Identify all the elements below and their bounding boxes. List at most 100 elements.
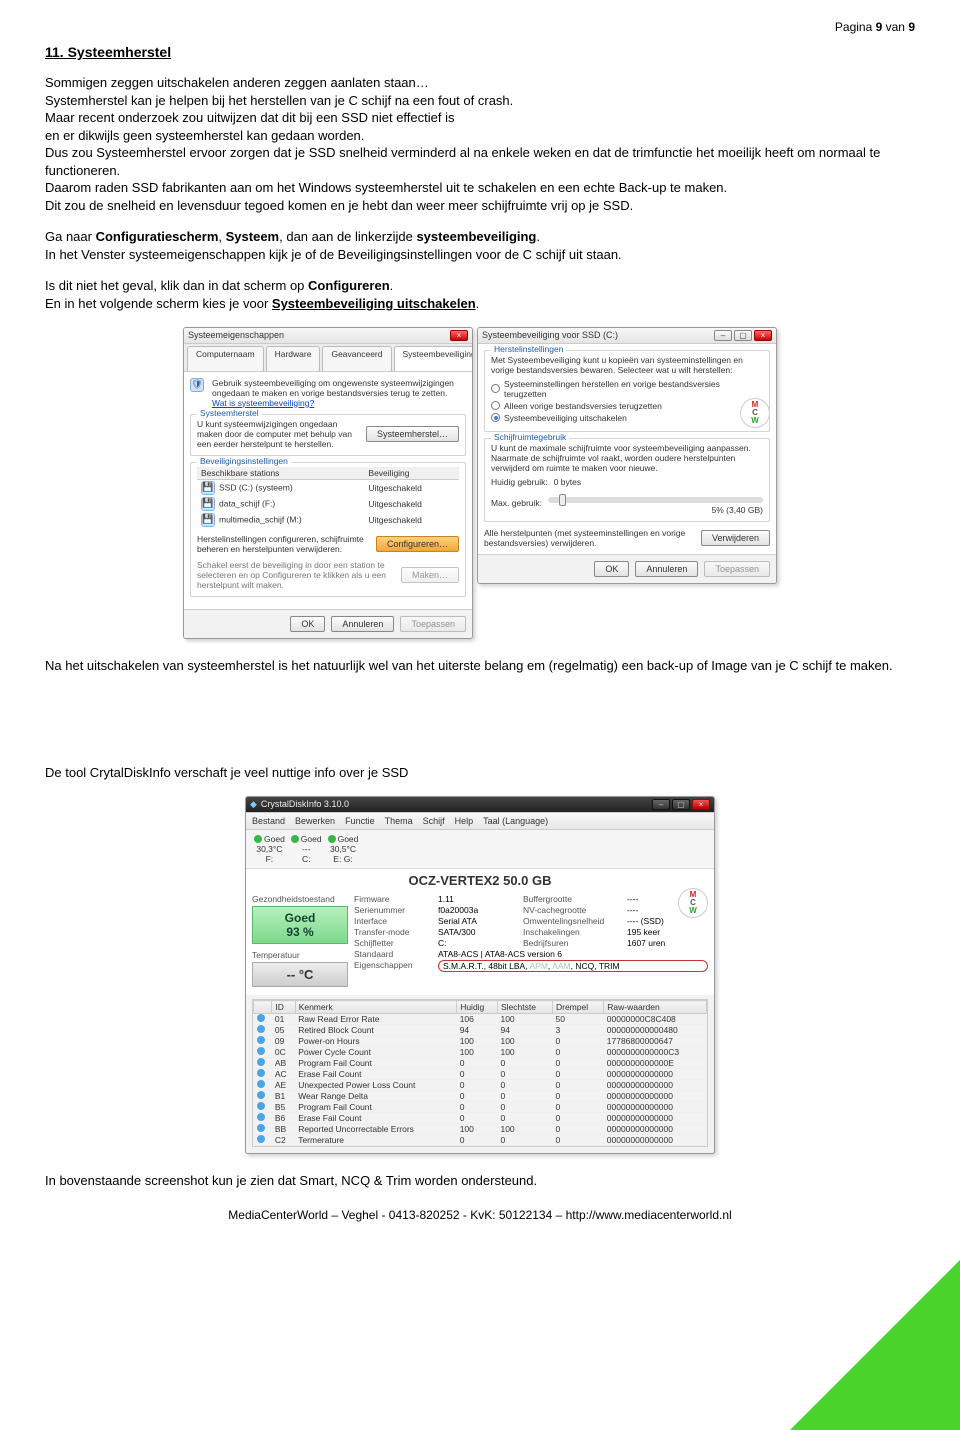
- menu-item[interactable]: Bestand: [252, 816, 285, 826]
- configureren-button[interactable]: Configureren…: [376, 536, 459, 552]
- drive-icon: 💾: [201, 513, 215, 527]
- group-title-sh: Systeemherstel: [197, 408, 262, 418]
- systeemherstel-button[interactable]: Systeemherstel…: [366, 426, 459, 442]
- cdi-right-panel: Firmware1.11Buffergrootte----Serienummer…: [354, 894, 708, 991]
- status-dot-icon: [257, 1025, 265, 1033]
- attr-col: Huidig: [457, 1001, 498, 1014]
- max-usage-slider[interactable]: [548, 497, 763, 503]
- radio-opt2[interactable]: Alleen vorige bestandsversies terugzette…: [491, 401, 763, 411]
- tab-sysprop[interactable]: Geavanceerd: [322, 346, 391, 371]
- body-para-2: Ga naar Configuratiescherm, Systeem, dan…: [45, 228, 915, 246]
- attr-col: Raw-waarden: [604, 1001, 707, 1014]
- cdi-intro-text: De tool CrytalDiskInfo verschaft je veel…: [45, 764, 915, 782]
- close-icon[interactable]: ×: [450, 330, 468, 341]
- disk-chip[interactable]: Goed30,5°CE: G:: [326, 833, 361, 866]
- annuleren-button[interactable]: Annuleren: [331, 616, 394, 632]
- table-row[interactable]: 💾SSD (C:) (systeem)Uitgeschakeld: [197, 479, 459, 496]
- annuleren-button[interactable]: Annuleren: [635, 561, 698, 577]
- body-para-5: En in het volgende scherm kies je voor S…: [45, 295, 915, 313]
- smart-attributes-panel: IDKenmerkHuidigSlechtsteDrempelRaw-waard…: [252, 999, 708, 1147]
- green-corner-decoration: [790, 1260, 960, 1430]
- table-row: 05Retired Block Count9494300000000000048…: [254, 1025, 707, 1036]
- table-row: B5Program Fail Count00000000000000000: [254, 1102, 707, 1113]
- ok-button[interactable]: OK: [594, 561, 629, 577]
- after-shot1-text: Na het uitschakelen van systeemherstel i…: [45, 657, 915, 675]
- du-intro: U kunt de maximale schijfruimte voor sys…: [491, 443, 763, 473]
- table-row: BBReported Uncorrectable Errors100100000…: [254, 1124, 707, 1135]
- minimize-icon[interactable]: –: [714, 330, 732, 341]
- eigenschappen-box: S.M.A.R.T., 48bit LBA, APM, AAM, NCQ, TR…: [438, 960, 708, 972]
- kv-val: 1607 uren: [627, 938, 708, 948]
- menu-item[interactable]: Schijf: [423, 816, 445, 826]
- tab-sysprop[interactable]: Systeembeveiliging: [394, 346, 474, 371]
- para5-opt: Systeembeveiliging uitschakelen: [272, 296, 476, 311]
- kv-key: Transfer-mode: [354, 927, 434, 937]
- disk-chip[interactable]: Goed---C:: [289, 833, 324, 866]
- kv-key: Eigenschappen: [354, 960, 434, 972]
- menu-item[interactable]: Thema: [385, 816, 413, 826]
- maximize-icon[interactable]: ▢: [734, 330, 752, 341]
- verwijderen-button[interactable]: Verwijderen: [701, 530, 770, 546]
- radio-opt3-label: Systeembeveiliging uitschakelen: [504, 413, 627, 423]
- table-row[interactable]: 💾multimedia_schijf (M:)Uitgeschakeld: [197, 512, 459, 528]
- para2-sys: Systeem: [226, 229, 279, 244]
- ok-button[interactable]: OK: [290, 616, 325, 632]
- attr-col: Kenmerk: [295, 1001, 457, 1014]
- document-footer: MediaCenterWorld – Veghel - 0413-820252 …: [45, 1208, 915, 1222]
- para4-pre: Is dit niet het geval, klik dan in dat s…: [45, 278, 308, 293]
- tabs-sysprop: ComputernaamHardwareGeavanceerdSysteembe…: [184, 344, 472, 372]
- kv-val: SATA/300: [438, 927, 519, 937]
- maken-button: Maken…: [401, 567, 459, 583]
- group-systeemherstel: Systeemherstel U kunt systeemwijzigingen…: [190, 414, 466, 456]
- window-crystaldiskinfo: ◆ CrystalDiskInfo 3.10.0 – ▢ × Bestand Bew…: [245, 796, 715, 1155]
- kv-key: Serienummer: [354, 905, 434, 915]
- title-cdi: CrystalDiskInfo 3.10.0: [261, 799, 349, 809]
- health-label: Gezondheidstoestand: [252, 894, 348, 904]
- closing-text: In bovenstaande screenshot kun je zien d…: [45, 1172, 915, 1190]
- tab-sysprop[interactable]: Computernaam: [187, 346, 264, 371]
- close-icon[interactable]: ×: [692, 799, 710, 810]
- window-systeemeigenschappen: Systeemeigenschappen × ComputernaamHardw…: [183, 327, 473, 639]
- minimize-icon[interactable]: –: [652, 799, 670, 810]
- menu-item[interactable]: Bewerken: [295, 816, 335, 826]
- mk-text: Schakel eerst de beveiliging in door een…: [197, 560, 395, 590]
- menu-item[interactable]: Functie: [345, 816, 375, 826]
- radio-opt1[interactable]: Systeeminstellingen herstellen en vorige…: [491, 379, 763, 399]
- cdi-left-panel: Gezondheidstoestand Goed 93 % Temperatuu…: [252, 894, 348, 991]
- body-para-4: Is dit niet het geval, klik dan in dat s…: [45, 277, 915, 295]
- sysprop-intro-link[interactable]: Wat is systeembeveiliging?: [212, 398, 314, 408]
- menu-item[interactable]: Taal (Language): [483, 816, 548, 826]
- radio-opt3[interactable]: Systeembeveiliging uitschakelen: [491, 413, 763, 423]
- disk-chip[interactable]: Goed30,3°CF:: [252, 833, 287, 866]
- table-row[interactable]: 💾data_schijf (F:)Uitgeschakeld: [197, 496, 459, 512]
- status-dot-icon: [257, 1124, 265, 1132]
- para4-end: .: [390, 278, 394, 293]
- maximize-icon[interactable]: ▢: [672, 799, 690, 810]
- close-icon[interactable]: ×: [754, 330, 772, 341]
- menu-item[interactable]: Help: [455, 816, 474, 826]
- kv-val: 1.11: [438, 894, 519, 904]
- titlebar-sysprot: Systeembeveiliging voor SSD (C:) – ▢ ×: [478, 328, 776, 344]
- kv-key: NV-cachegrootte: [523, 905, 623, 915]
- kv-val: ATA8-ACS | ATA8-ACS version 6: [438, 949, 708, 959]
- status-dot-icon: [257, 1069, 265, 1077]
- crystal-icon: ◆: [250, 799, 257, 809]
- para2-end: .: [536, 229, 540, 244]
- status-dot-icon: [257, 1102, 265, 1110]
- tab-sysprop[interactable]: Hardware: [266, 346, 321, 371]
- table-row: B1Wear Range Delta00000000000000000: [254, 1091, 707, 1102]
- body-para-3: In het Venster systeemeigenschappen kijk…: [45, 246, 915, 264]
- attr-col: Slechtste: [497, 1001, 552, 1014]
- kv-key: Firmware: [354, 894, 434, 904]
- ri-intro: Met Systeembeveiliging kunt u kopieën va…: [491, 355, 763, 375]
- kv-val: f0a20003a: [438, 905, 519, 915]
- kv-key: Omwentelingsnelheid: [523, 916, 623, 926]
- group-herstelinstellingen: Herstelinstellingen Met Systeembeveiligi…: [484, 350, 770, 432]
- table-row: 01Raw Read Error Rate1061005000000000C8C…: [254, 1014, 707, 1025]
- titlebar-sysprop: Systeemeigenschappen ×: [184, 328, 472, 344]
- status-dot-icon: [257, 1091, 265, 1099]
- screenshot-system-protection: Systeemeigenschappen × ComputernaamHardw…: [45, 327, 915, 639]
- radio-opt1-label: Systeeminstellingen herstellen en vorige…: [504, 379, 763, 399]
- kv-key: Interface: [354, 916, 434, 926]
- attr-col: Drempel: [552, 1001, 603, 1014]
